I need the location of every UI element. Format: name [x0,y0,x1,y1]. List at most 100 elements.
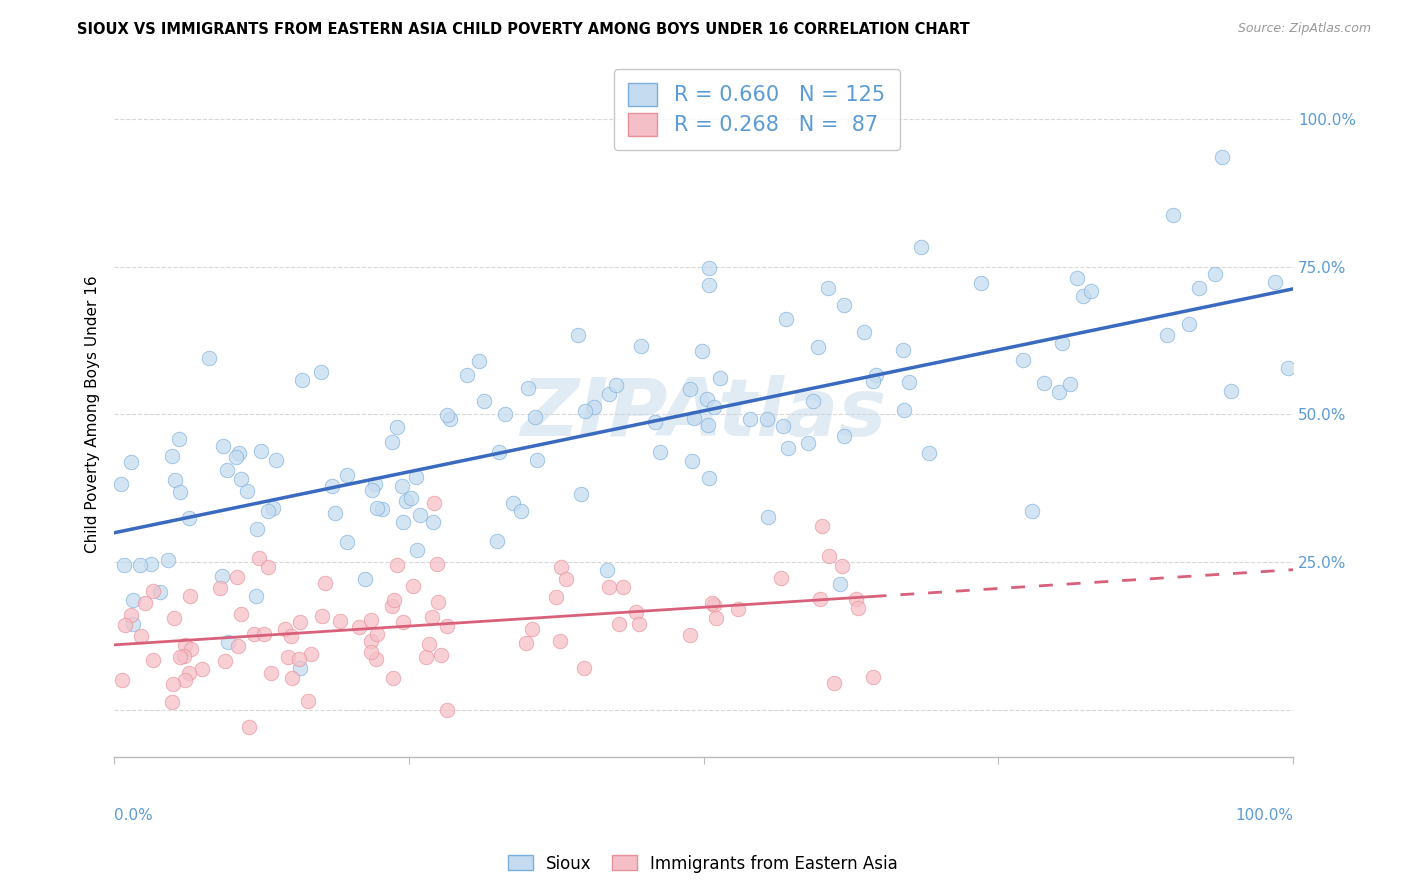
Point [1219,384,1241,398]
Point [114,618,136,632]
Point [156,553,179,567]
Point [422,515,444,529]
Point [598,387,620,401]
Point [679,382,702,396]
Point [526,453,548,467]
Point [122,616,145,631]
Point [299,647,322,661]
Point [1066,271,1088,285]
Point [630,339,652,353]
Point [423,496,446,510]
Point [1156,328,1178,343]
Point [110,476,132,491]
Point [260,665,283,680]
Point [426,595,449,609]
Point [831,559,853,574]
Point [177,511,200,525]
Point [697,261,720,276]
Point [436,409,458,423]
Point [336,467,359,482]
Point [1071,289,1094,303]
Point [704,610,727,624]
Point [520,622,543,636]
Point [439,412,461,426]
Point [1188,280,1211,294]
Point [898,375,921,389]
Point [257,560,280,574]
Point [648,444,671,458]
Legend: Sioux, Immigrants from Eastern Asia: Sioux, Immigrants from Eastern Asia [502,848,904,880]
Point [129,558,152,572]
Point [703,400,725,414]
Point [321,479,343,493]
Point [823,675,845,690]
Point [1277,361,1299,376]
Point [142,583,165,598]
Point [515,636,537,650]
Point [517,381,540,395]
Point [709,371,731,385]
Point [391,479,413,493]
Point [1059,376,1081,391]
Point [163,610,186,624]
Point [288,652,311,666]
Point [494,407,516,421]
Point [111,673,134,687]
Point [198,351,221,365]
Point [173,648,195,663]
Point [266,453,288,467]
Point [243,626,266,640]
Point [1264,275,1286,289]
Point [430,648,453,662]
Point [550,560,572,574]
Point [418,636,440,650]
Point [807,340,830,354]
Point [280,629,302,643]
Point [311,608,333,623]
Point [297,694,319,708]
Point [832,429,855,443]
Point [381,434,404,449]
Point [391,515,413,529]
Point [832,298,855,312]
Point [142,653,165,667]
Point [612,581,634,595]
Point [226,639,249,653]
Point [215,462,238,476]
Point [627,616,650,631]
Point [121,593,143,607]
Point [738,412,761,426]
Point [1032,376,1054,390]
Point [472,393,495,408]
Point [1163,208,1185,222]
Point [371,501,394,516]
Point [609,617,631,632]
Point [626,605,648,619]
Point [817,281,839,295]
Point [644,415,666,429]
Point [605,378,627,392]
Point [174,639,197,653]
Point [329,614,352,628]
Point [703,599,725,613]
Point [257,504,280,518]
Text: 100.0%: 100.0% [1234,808,1294,823]
Point [360,645,382,659]
Point [112,558,135,573]
Point [467,354,489,368]
Point [382,592,405,607]
Point [690,344,713,359]
Point [683,410,706,425]
Point [893,403,915,417]
Point [567,327,589,342]
Point [1047,384,1070,399]
Point [436,619,458,633]
Point [1050,336,1073,351]
Point [246,522,269,536]
Legend: R = 0.660   N = 125, R = 0.268   N =  87: R = 0.660 N = 125, R = 0.268 N = 87 [613,69,900,151]
Point [274,622,297,636]
Point [366,501,388,516]
Point [364,476,387,491]
Point [910,240,932,254]
Point [360,483,382,497]
